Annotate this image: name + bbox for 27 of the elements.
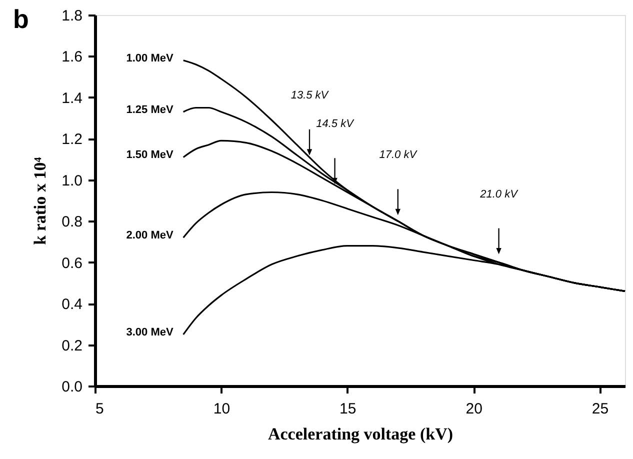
series-label: 1.25 MeV [126, 104, 174, 116]
y-axis-title: k ratio x 10⁴ [30, 157, 50, 245]
x-tick-label: 25 [592, 400, 609, 418]
annotation: 21.0 kV [479, 188, 520, 200]
y-tick-label: 0.6 [62, 254, 82, 272]
y-tick-label: 1.0 [62, 172, 82, 190]
series-label: 3.00 MeV [126, 326, 174, 338]
x-tick-label: 20 [466, 400, 482, 418]
x-tick-label: 15 [340, 400, 356, 418]
y-tick-label: 0.8 [62, 214, 82, 231]
y-tick-label: 1.4 [62, 90, 82, 107]
y-tick-label: 1.8 [62, 8, 82, 24]
y-tick-label: 0.0 [62, 378, 82, 396]
series-label: 1.00 MeV [126, 52, 174, 64]
y-tick-label: 0.2 [62, 337, 82, 354]
text: b [13, 4, 29, 34]
series-label: 1.50 MeV [126, 149, 174, 162]
series-label: 2.00 MeV [126, 230, 174, 242]
y-tick-label: 0.4 [62, 296, 82, 314]
x-tick-label: 10 [213, 400, 230, 418]
annotation: 14.5 kV [316, 118, 356, 130]
x-tick-label: 5 [96, 400, 104, 418]
annotation: 17.0 kV [379, 149, 418, 162]
y-tick-label: 1.6 [62, 48, 82, 66]
annotation: 13.5 kV [290, 89, 330, 102]
y-tick-label: 1.2 [62, 131, 82, 148]
x-axis-title: Accelerating voltage (kV) [268, 424, 454, 444]
